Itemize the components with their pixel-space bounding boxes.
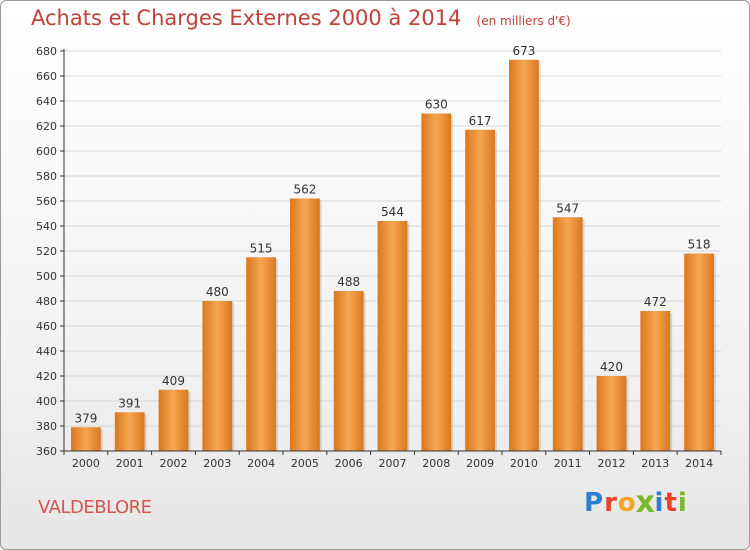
- bar: [552, 217, 583, 451]
- data-label: 515: [250, 241, 273, 255]
- bar: [114, 412, 145, 451]
- y-tick-label: 540: [36, 220, 57, 233]
- data-label: 409: [162, 374, 185, 388]
- logo-letter: i: [677, 488, 688, 518]
- data-label: 420: [600, 360, 623, 374]
- logo-letter: P: [584, 488, 605, 518]
- logo-letter: r: [604, 488, 618, 518]
- axis-layer: 360 380 400 420 440 460 480 500 520 540 560 580 600 6…: [36, 45, 722, 470]
- y-tick-label: 500: [36, 270, 57, 283]
- bars-layer: 379 391 409 480 515 562 488 544 630 617 673 547 420 4…: [71, 44, 716, 451]
- y-tick-label: 580: [36, 170, 57, 183]
- data-label: 617: [469, 114, 492, 128]
- x-tick-label: 2014: [685, 457, 713, 470]
- x-tick-label: 2012: [598, 457, 626, 470]
- y-tick-label: 560: [36, 195, 57, 208]
- bar: [71, 427, 101, 451]
- bar: [202, 301, 233, 451]
- x-tick-label: 2013: [641, 457, 669, 470]
- logo-letter: i: [654, 488, 665, 518]
- data-label: 562: [293, 183, 316, 197]
- bar: [509, 59, 539, 451]
- data-label: 518: [688, 238, 711, 252]
- y-tick-label: 420: [36, 370, 57, 383]
- data-label: 488: [337, 275, 360, 289]
- data-label: 480: [206, 285, 229, 299]
- proxiti-logo: Proxiti: [584, 485, 688, 521]
- x-tick-label: 2008: [422, 457, 450, 470]
- x-tick-label: 2006: [335, 457, 363, 470]
- y-tick-label: 680: [36, 45, 57, 58]
- data-label: 673: [512, 44, 535, 58]
- y-tick-label: 520: [36, 245, 57, 258]
- place-name: VALDEBLORE: [38, 497, 152, 518]
- data-label: 391: [118, 396, 141, 410]
- y-tick-label: 440: [36, 345, 57, 358]
- bar: [246, 257, 276, 451]
- y-tick-label: 460: [36, 320, 57, 333]
- chart-subtitle: (en milliers d'€): [476, 14, 571, 28]
- x-tick-label: 2007: [379, 457, 407, 470]
- bar: [377, 221, 408, 451]
- data-label: 544: [381, 205, 404, 219]
- bar: [596, 376, 627, 451]
- y-tick-label: 480: [36, 295, 57, 308]
- y-tick-label: 640: [36, 95, 57, 108]
- data-label: 547: [556, 201, 579, 215]
- logo-letter: x: [635, 485, 656, 521]
- y-tick-label: 660: [36, 70, 57, 83]
- y-tick-label: 600: [36, 145, 57, 158]
- x-tick-label: 2004: [247, 457, 275, 470]
- data-label: 472: [644, 295, 667, 309]
- bar: [684, 253, 714, 451]
- chart-title-block: Achats et Charges Externes 2000 à 2014 (…: [31, 6, 571, 30]
- y-tick-label: 380: [36, 420, 57, 433]
- y-tick-label: 400: [36, 395, 57, 408]
- chart-title: Achats et Charges Externes 2000 à 2014: [31, 6, 462, 30]
- y-tick-label: 620: [36, 120, 57, 133]
- logo-letter: o: [617, 488, 637, 518]
- bar: [158, 389, 189, 451]
- logo-letter: t: [664, 488, 678, 518]
- bar: [421, 113, 452, 451]
- x-tick-label: 2010: [510, 457, 538, 470]
- x-tick-label: 2005: [291, 457, 319, 470]
- x-tick-label: 2002: [160, 457, 188, 470]
- x-tick-label: 2003: [203, 457, 231, 470]
- data-label: 379: [74, 411, 97, 425]
- y-tick-label: 360: [36, 445, 57, 458]
- x-tick-label: 2001: [116, 457, 144, 470]
- data-label: 630: [425, 98, 448, 112]
- bar: [333, 291, 364, 451]
- x-tick-label: 2009: [466, 457, 494, 470]
- x-tick-label: 2000: [72, 457, 100, 470]
- bar: [465, 129, 495, 451]
- bar: [640, 311, 671, 451]
- x-tick-label: 2011: [554, 457, 582, 470]
- bar: [290, 198, 320, 451]
